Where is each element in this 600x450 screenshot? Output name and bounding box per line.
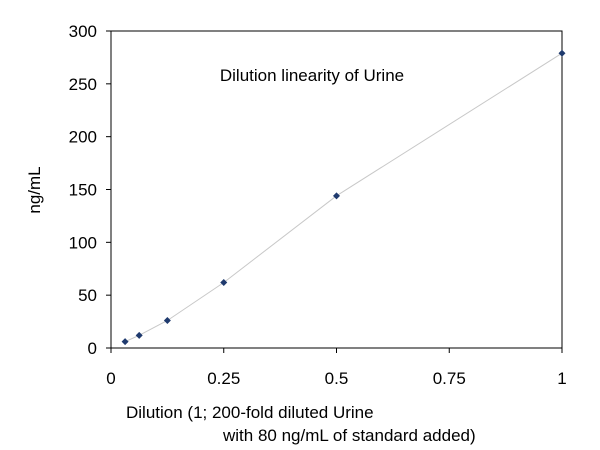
- y-tick-label: 200: [69, 128, 97, 147]
- x-tick-label: 0.25: [207, 369, 240, 388]
- y-tick-labels: 0 50 100 150 200 250 300: [69, 22, 111, 358]
- data-point: [333, 192, 340, 200]
- x-tick-label: 0: [106, 369, 115, 388]
- trend-line: [124, 52, 563, 343]
- y-tick-label: 150: [69, 181, 97, 200]
- data-point: [558, 49, 566, 57]
- data-point: [163, 317, 171, 325]
- trendline: [124, 52, 563, 343]
- y-tick-label: 0: [88, 339, 97, 358]
- y-tick-label: 300: [69, 22, 97, 41]
- data-point: [135, 331, 143, 339]
- x-tick-label: 0.5: [325, 369, 349, 388]
- data-point: [121, 338, 129, 346]
- x-tick-labels: 0 0.25 0.5 0.75 1: [106, 348, 567, 388]
- x-axis-title-line-1: Dilution (1; 200-fold diluted Urine: [126, 403, 374, 422]
- y-tick-label: 250: [69, 75, 97, 94]
- chart-title: Dilution linearity of Urine: [220, 66, 404, 85]
- y-tick-label: 50: [78, 286, 97, 305]
- y-axis-title: ng/mL: [25, 166, 44, 213]
- x-axis-title-line-2: with 80 ng/mL of standard added): [222, 426, 476, 445]
- data-points: [121, 49, 566, 346]
- y-tick-label: 100: [69, 233, 97, 252]
- x-tick-label: 0.75: [433, 369, 466, 388]
- x-tick-label: 1: [557, 369, 566, 388]
- data-point: [220, 278, 228, 286]
